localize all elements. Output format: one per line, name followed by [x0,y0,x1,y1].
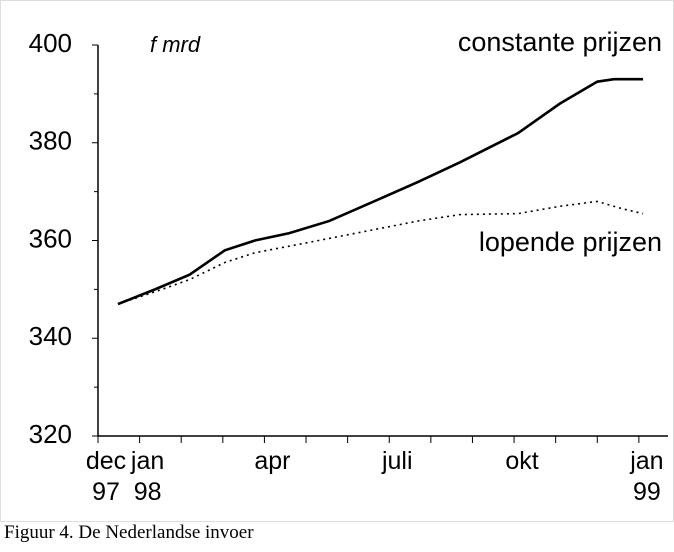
y-tick-label: 360 [29,223,72,253]
series-line [117,200,644,305]
x-tick-label: juli [381,447,413,475]
x-tick-label: okt [505,447,539,475]
x-tick-label: dec 97 [85,447,127,506]
x-tick-label: jan 98 [130,447,165,506]
y-tick-label: 340 [29,321,72,351]
y-tick-label: 320 [29,419,72,449]
y-tick-label: 380 [29,126,72,156]
series-line [117,77,644,306]
caption: Figuur 4. De Nederlandse invoer [4,522,254,543]
series-label: lopende prijzen [479,227,662,257]
unit-label: f mrd [150,32,201,57]
series-label: constante prijzen [458,27,662,57]
y-tick-label: 400 [29,28,72,58]
x-tick-label: jan 99 [630,447,664,506]
x-tick-label: apr [254,447,291,475]
